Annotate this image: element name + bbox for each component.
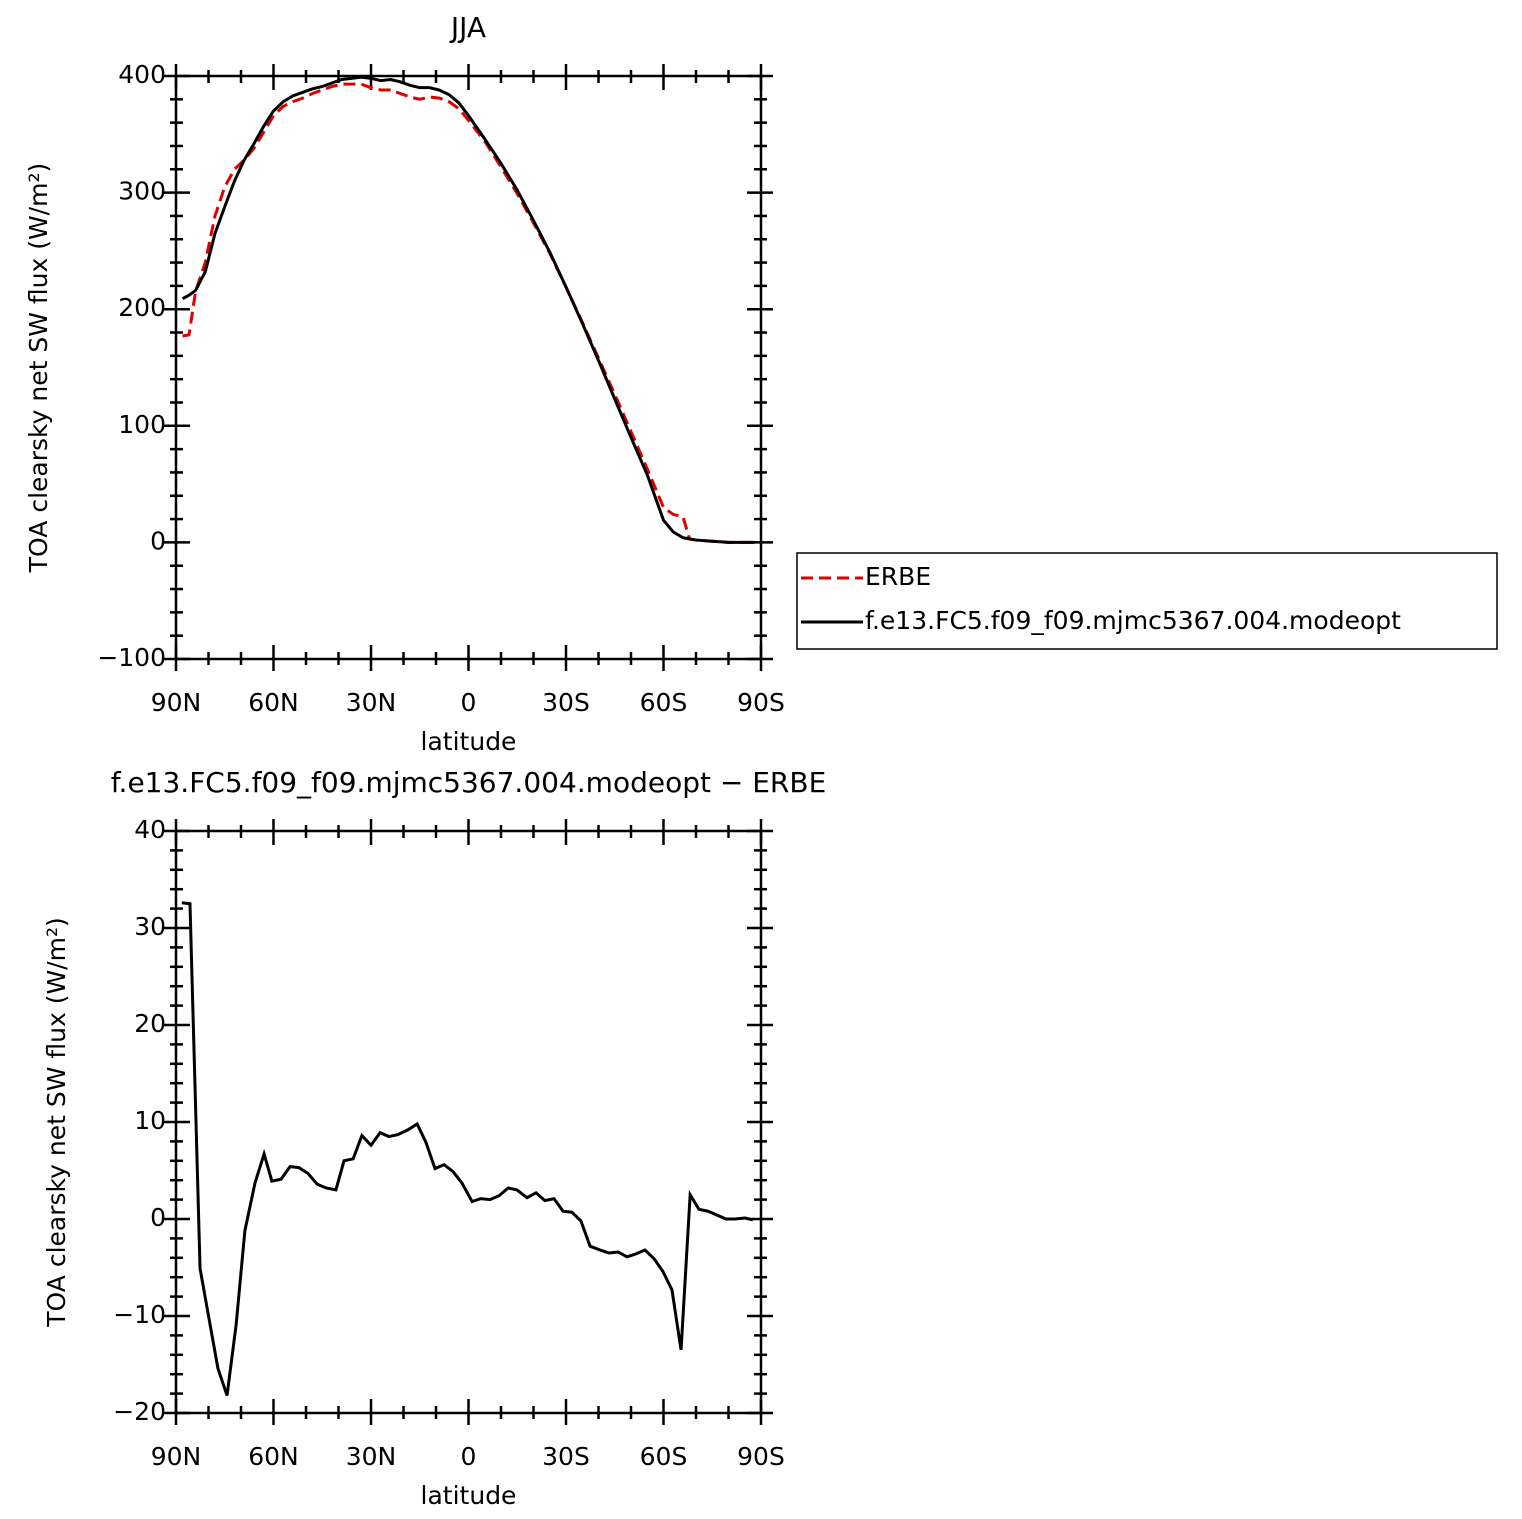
x-tick-label: 30N <box>346 1442 397 1471</box>
legend-label: ERBE <box>865 562 931 591</box>
y-tick-label: 0 <box>150 526 166 555</box>
y-axis-label: TOA clearsky net SW flux (W/m²) <box>24 163 53 573</box>
plot-frame <box>174 74 763 661</box>
x-tick-label: 90N <box>151 1442 202 1471</box>
plot-frame <box>174 829 763 1415</box>
chart-title: f.e13.FC5.f09_f09.mjmc5367.004.modeopt −… <box>111 766 827 799</box>
x-axis-label: latitude <box>421 1481 517 1510</box>
legend-box <box>796 552 1498 650</box>
x-tick-label: 60N <box>248 1442 299 1471</box>
x-axis-label: latitude <box>421 727 517 756</box>
y-tick-label: 100 <box>118 410 166 439</box>
y-tick-label: 40 <box>134 815 166 844</box>
y-tick-label: 400 <box>118 60 166 89</box>
chart-title: JJA <box>449 11 486 44</box>
x-tick-label: 0 <box>461 1442 477 1471</box>
x-tick-label: 90S <box>737 1442 785 1471</box>
y-tick-label: 300 <box>118 177 166 206</box>
data-line <box>181 75 755 544</box>
data-line <box>181 901 754 1397</box>
x-tick-label: 60N <box>248 688 299 717</box>
y-tick-label: 200 <box>118 293 166 322</box>
x-tick-label: 60S <box>640 688 688 717</box>
x-tick-label: 30S <box>542 688 590 717</box>
y-tick-label: 10 <box>134 1106 166 1135</box>
y-tick-label: 30 <box>134 912 166 941</box>
y-axis-label: TOA clearsky net SW flux (W/m²) <box>42 917 71 1327</box>
y-tick-label: 0 <box>150 1203 166 1232</box>
y-tick-label: −10 <box>113 1300 166 1329</box>
y-tick-label: 20 <box>134 1009 166 1038</box>
x-tick-label: 90N <box>151 688 202 717</box>
x-tick-label: 90S <box>737 688 785 717</box>
y-tick-label: −20 <box>113 1397 166 1426</box>
legend-label: f.e13.FC5.f09_f09.mjmc5367.004.modeopt <box>865 606 1401 635</box>
x-tick-label: 0 <box>461 688 477 717</box>
x-tick-label: 30S <box>542 1442 590 1471</box>
y-tick-label: −100 <box>97 643 166 672</box>
data-line <box>182 82 755 544</box>
x-tick-label: 30N <box>346 688 397 717</box>
x-tick-label: 60S <box>640 1442 688 1471</box>
